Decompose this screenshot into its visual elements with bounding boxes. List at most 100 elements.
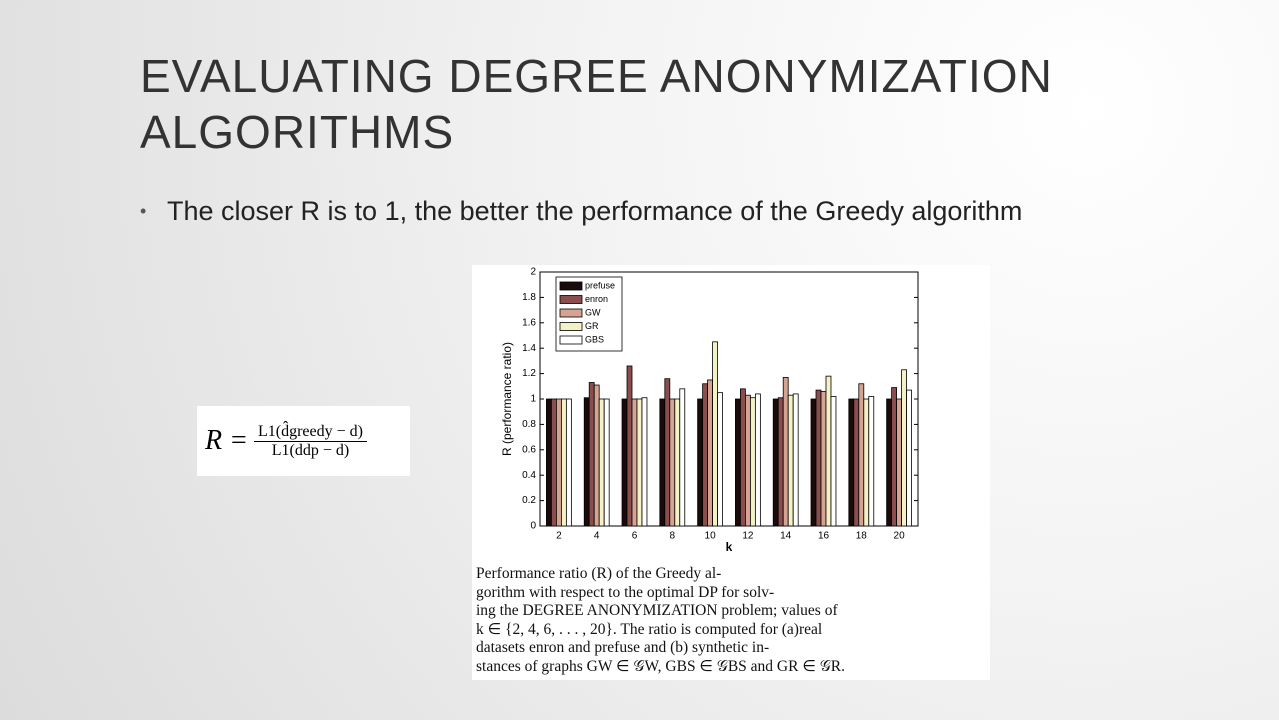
- bar: [659, 398, 666, 527]
- y-tick-label: 0.2: [522, 495, 536, 506]
- x-tick-label: 12: [742, 531, 754, 542]
- legend-label: GR: [585, 321, 599, 331]
- bar: [679, 388, 686, 527]
- bar: [702, 383, 709, 527]
- caption-line: gorithm with respect to the optimal DP f…: [476, 583, 775, 601]
- bar: [863, 398, 870, 527]
- bar: [777, 397, 784, 527]
- legend-swatch: [559, 335, 583, 345]
- bar: [598, 398, 605, 527]
- y-tick-label: 1.4: [522, 343, 536, 354]
- bar: [588, 382, 595, 527]
- bar: [641, 397, 648, 527]
- y-tick-label: 1.6: [522, 317, 536, 328]
- legend-label: GW: [585, 307, 601, 317]
- x-tick-label: 18: [856, 531, 868, 542]
- x-tick-label: 4: [594, 531, 600, 542]
- bar: [754, 393, 761, 527]
- bar: [858, 383, 865, 527]
- bar: [787, 394, 794, 527]
- bar: [621, 398, 628, 527]
- bar: [546, 398, 552, 527]
- x-axis-label: k: [726, 540, 733, 554]
- caption-line: datasets enron and prefuse and (b) synth…: [476, 639, 770, 656]
- legend-swatch: [559, 322, 583, 331]
- y-tick-label: 0.6: [522, 444, 536, 455]
- x-tick-label: 2: [556, 531, 562, 542]
- legend-swatch: [559, 295, 583, 304]
- bar: [636, 398, 643, 527]
- numerator: L1(d̂greedy − d): [254, 423, 367, 442]
- bullet: The closer R is to 1, the better the per…: [140, 195, 1167, 227]
- bar: [674, 398, 681, 527]
- y-tick-label: 1: [530, 394, 536, 405]
- bar: [749, 397, 756, 527]
- bar: [717, 392, 723, 527]
- bar: [712, 341, 718, 527]
- caption-line: ing the DEGREE ANONYMIZATION problem; va…: [476, 602, 838, 619]
- x-tick-label: 10: [705, 531, 717, 542]
- bar: [707, 379, 713, 527]
- bar: [740, 388, 746, 527]
- x-tick-label: 8: [670, 531, 676, 542]
- bar: [868, 396, 875, 527]
- legend-label: prefuse: [585, 280, 615, 290]
- y-tick-label: 0.4: [522, 470, 536, 481]
- x-tick-label: 14: [780, 531, 792, 542]
- bar: [583, 397, 590, 527]
- caption-line: stances of graphs GW ∈ 𝒢W, GBS ∈ 𝒢BS and…: [476, 657, 845, 675]
- bar: [560, 398, 567, 527]
- y-tick-label: 1.8: [522, 292, 536, 303]
- bar: [886, 398, 893, 527]
- bar: [891, 387, 898, 527]
- figure: 0 0.2 0.4 0.6 0.8 1 1.2 1.4 1.6 1.8 2 2 4 6 8 10 12 14 16 1…: [472, 265, 990, 680]
- formula: R = L1(d̂greedy − d) L1(ddp − d): [197, 406, 410, 476]
- bar: [848, 398, 855, 527]
- bar: [669, 398, 676, 527]
- slide-title: EVALUATING DEGREE ANONYMIZATION ALGORITH…: [140, 50, 1053, 158]
- caption-line: k ∈ {2, 4, 6, . . . , 20}. The ratio is …: [476, 620, 823, 638]
- legend-label: GBS: [585, 334, 604, 344]
- bar: [551, 398, 557, 527]
- bar: [815, 389, 822, 527]
- legend-swatch: [559, 308, 583, 318]
- bar: [735, 398, 741, 527]
- formula-lhs: R =: [205, 425, 248, 456]
- x-tick-label: 20: [894, 531, 906, 542]
- bar: [603, 398, 610, 527]
- y-tick-label: 2: [530, 267, 536, 278]
- bar: [782, 377, 789, 527]
- bar: [825, 375, 832, 527]
- chart: 0 0.2 0.4 0.6 0.8 1 1.2 1.4 1.6 1.8 2 2 4 6 8 10 12 14 16 1…: [500, 267, 919, 554]
- y-tick-label: 0: [530, 521, 536, 532]
- bar: [896, 398, 902, 527]
- legend-swatch: [559, 281, 583, 291]
- y-tick-label: 0.8: [522, 419, 536, 430]
- bar: [830, 396, 837, 527]
- bar: [906, 389, 912, 527]
- y-tick-label: 1.2: [522, 368, 536, 379]
- denominator: L1(ddp − d): [271, 441, 350, 459]
- y-axis-label: R (performance ratio): [500, 342, 514, 456]
- x-tick-label: 6: [632, 531, 638, 542]
- fraction: L1(d̂greedy − d) L1(ddp − d): [254, 423, 367, 460]
- bar: [772, 398, 779, 527]
- bar: [820, 390, 827, 527]
- bar: [556, 398, 562, 527]
- bar: [626, 365, 633, 527]
- x-tick-label: 16: [818, 531, 830, 542]
- bar: [901, 369, 907, 527]
- caption: Performance ratio (R) of the Greedy al-g…: [476, 565, 845, 676]
- bar: [810, 398, 817, 527]
- bar: [792, 393, 799, 527]
- bar: [664, 378, 671, 527]
- bar: [853, 398, 860, 527]
- caption-line: Performance ratio (R) of the Greedy al-: [476, 565, 722, 582]
- legend-label: enron: [585, 294, 608, 304]
- bar: [745, 394, 751, 527]
- bar: [697, 398, 704, 527]
- bar: [631, 398, 638, 527]
- bar: [565, 398, 572, 527]
- bar: [593, 384, 600, 527]
